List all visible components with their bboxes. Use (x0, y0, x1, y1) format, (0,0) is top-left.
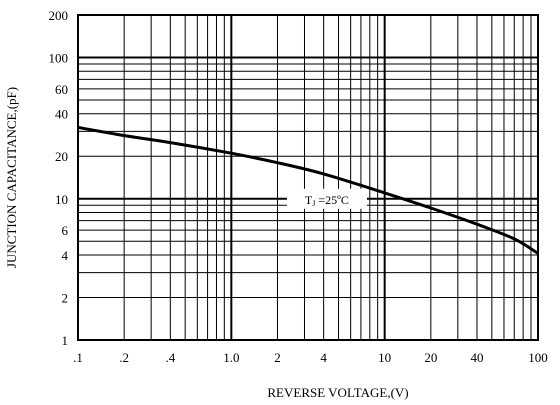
y-tick-labels: 1 2 4 6 10 20 40 60 100 200 (49, 8, 69, 348)
x-tick-label: 40 (470, 350, 483, 365)
x-tick-label: 4 (320, 350, 327, 365)
y-tick-label: 6 (62, 223, 69, 238)
x-tick-label: 10 (378, 350, 391, 365)
capacitance-curve (77, 125, 539, 255)
y-tick-label: 1 (62, 333, 69, 348)
y-tick-label: 40 (55, 107, 68, 122)
minor-grid (78, 15, 538, 340)
y-tick-label: 10 (55, 192, 68, 207)
y-tick-label: 100 (49, 51, 69, 66)
y-tick-label: 200 (49, 8, 69, 23)
x-tick-label: 20 (424, 350, 437, 365)
plot-frame (77, 14, 539, 341)
x-tick-label: .1 (73, 350, 83, 365)
x-axis-label: REVERSE VOLTAGE,(V) (267, 385, 408, 400)
major-grid (78, 15, 538, 340)
y-tick-label: 2 (62, 290, 69, 305)
series-layer (77, 125, 539, 255)
x-tick-labels: .1 .2 .4 1.0 2 4 10 20 40 100 (73, 350, 548, 365)
x-tick-label: .2 (119, 350, 129, 365)
x-tick-label: 2 (274, 350, 281, 365)
x-tick-label: 1.0 (223, 350, 239, 365)
y-tick-label: 20 (55, 149, 68, 164)
y-axis-label: JUNCTION CAPACITANCE,(pF) (4, 87, 19, 268)
annotation-background (286, 188, 367, 209)
temperature-annotation: TJ =25ºC (305, 193, 349, 208)
x-tick-label: 100 (528, 350, 548, 365)
x-tick-label: .4 (165, 350, 175, 365)
annotation-layer: TJ =25ºC (286, 188, 367, 209)
y-tick-label: 4 (62, 248, 69, 263)
y-tick-label: 60 (55, 82, 68, 97)
